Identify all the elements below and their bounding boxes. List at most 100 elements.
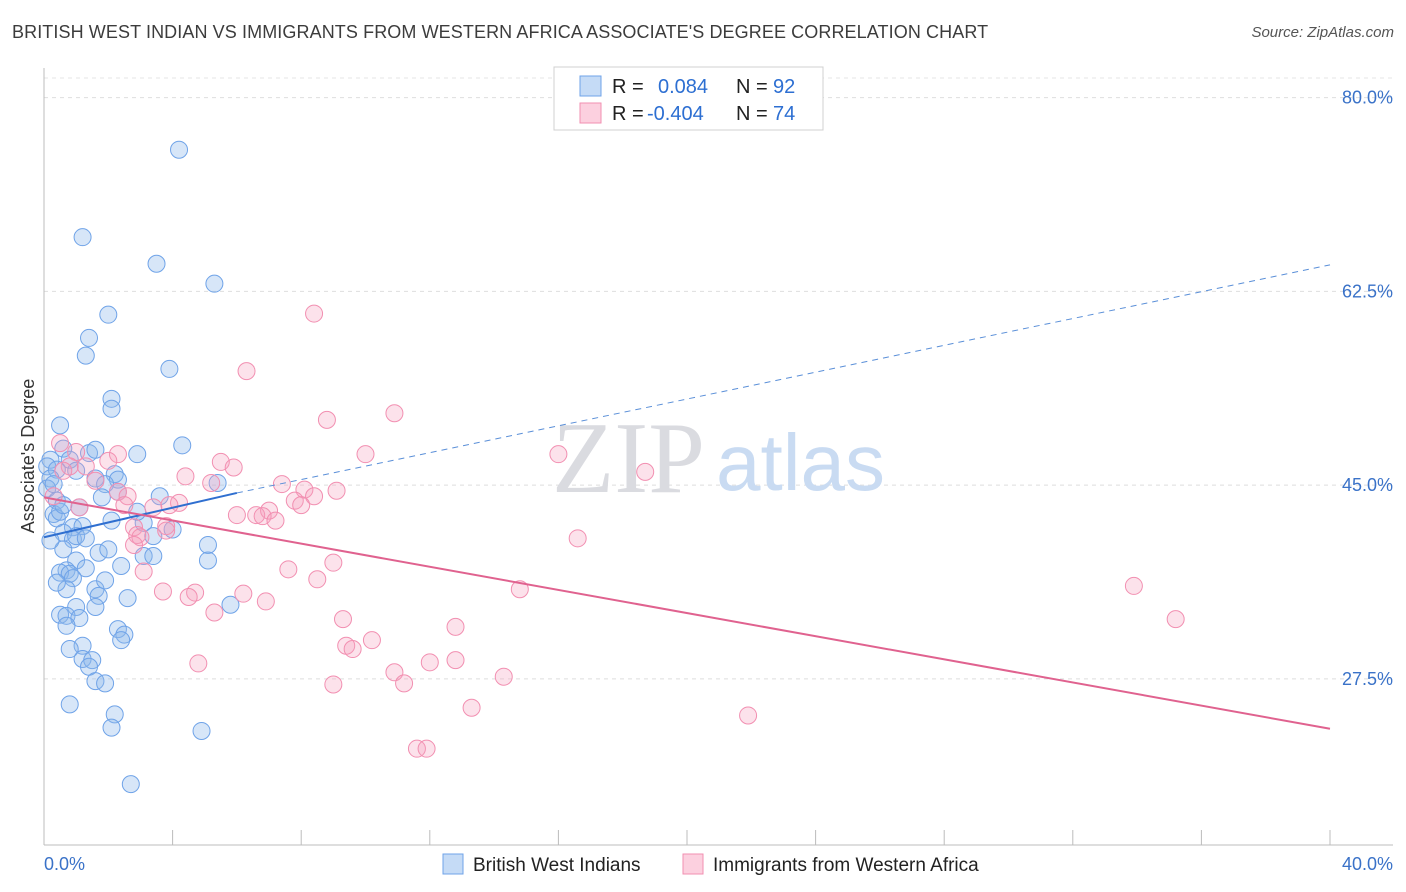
y-tick-label: 80.0% [1342, 88, 1393, 108]
data-point-pink [446, 651, 465, 670]
data-point-blue [144, 547, 163, 566]
data-point-blue [86, 440, 105, 459]
data-point-pink [76, 457, 95, 476]
data-point-pink [176, 467, 195, 486]
data-point-pink [134, 562, 153, 581]
data-point-pink [157, 517, 176, 536]
data-point-blue [57, 580, 76, 599]
series-immigrants-western-africa [44, 304, 1185, 758]
data-point-pink [224, 458, 243, 477]
watermark: ZIP atlas [552, 402, 885, 515]
source-label: Source: ZipAtlas.com [1251, 24, 1394, 41]
correlation-legend: R = 0.084 N = 92 R = -0.404 N = 74 [553, 66, 824, 131]
data-point-pink [356, 445, 375, 464]
data-point-pink [234, 584, 253, 603]
data-point-pink [407, 739, 426, 758]
series-legend-swatch-pink [682, 853, 704, 875]
data-point-blue [105, 705, 124, 724]
data-point-blue [208, 473, 227, 492]
data-point-blue [160, 359, 179, 378]
data-point-pink [157, 521, 176, 540]
legend-r-value-pink: -0.404 [647, 103, 704, 125]
data-point-pink [568, 529, 587, 548]
data-point-pink [1124, 576, 1143, 595]
data-point-pink [70, 498, 89, 517]
x-tick-label: 0.0% [44, 854, 85, 874]
data-point-pink [739, 706, 758, 725]
y-tick-label: 27.5% [1342, 669, 1393, 689]
data-point-blue [86, 597, 105, 616]
data-point-pink [247, 506, 266, 525]
chart-title: BRITISH WEST INDIAN VS IMMIGRANTS FROM W… [12, 22, 989, 42]
data-point-pink [279, 560, 298, 579]
legend-swatch-blue [579, 75, 602, 97]
series-legend-label-pink: Immigrants from Western Africa [713, 855, 979, 876]
data-point-blue [115, 625, 134, 644]
data-point-pink [86, 471, 105, 490]
legend-r-label-pink: R = [612, 103, 644, 125]
data-point-blue [51, 605, 70, 624]
data-point-blue [198, 535, 217, 554]
data-point-blue [205, 274, 224, 293]
data-point-pink [549, 445, 568, 464]
data-point-blue [76, 346, 95, 365]
legend-n-label-pink: N = [736, 103, 768, 125]
data-point-blue [221, 595, 240, 614]
data-point-pink [317, 410, 336, 429]
data-point-pink [305, 304, 324, 323]
data-point-blue [89, 543, 108, 562]
data-point-pink [420, 653, 439, 672]
data-point-pink [362, 631, 381, 650]
data-point-pink [44, 487, 63, 506]
data-point-blue [102, 389, 121, 408]
data-point-pink [237, 362, 256, 381]
data-point-blue [112, 557, 131, 575]
data-point-blue [96, 571, 115, 590]
data-point-blue [57, 616, 76, 635]
data-point-blue [102, 718, 121, 737]
series-legend-swatch-blue [442, 853, 464, 875]
data-point-pink [51, 434, 70, 453]
data-point-blue [102, 399, 121, 418]
data-point-pink [446, 617, 465, 636]
data-point-pink [189, 654, 208, 673]
y-tick-label: 62.5% [1342, 281, 1393, 301]
data-point-blue [47, 573, 66, 592]
data-point-pink [256, 592, 275, 611]
legend-r-label-blue: R = [612, 76, 644, 98]
watermark-atlas: atlas [716, 418, 885, 507]
data-point-pink [54, 461, 73, 480]
data-point-pink [308, 570, 327, 589]
data-point-blue [147, 254, 166, 273]
data-point-blue [76, 559, 95, 578]
data-point-pink [179, 588, 198, 606]
data-point-pink [343, 640, 362, 659]
y-axis-title: Associate's Degree [18, 379, 38, 534]
data-point-blue [192, 721, 211, 740]
data-point-blue [118, 589, 137, 608]
data-point-pink [395, 674, 414, 693]
watermark-zip: ZIP [552, 402, 705, 515]
axes [43, 68, 1393, 846]
legend-r-value-blue: 0.084 [658, 76, 708, 98]
series-british-west-indians [38, 140, 240, 794]
data-point-pink [202, 473, 221, 492]
data-point-blue [60, 695, 79, 714]
data-point-blue [80, 328, 99, 347]
data-point-blue [92, 488, 111, 507]
data-point-blue [54, 540, 73, 559]
trend-lines [43, 264, 1331, 730]
data-point-blue [173, 436, 192, 455]
data-point-blue [76, 529, 95, 548]
data-point-pink [227, 506, 246, 525]
data-point-pink [108, 445, 127, 464]
series-legend: British West Indians Immigrants from Wes… [442, 853, 979, 876]
data-point-pink [324, 553, 343, 572]
data-point-blue [51, 416, 70, 435]
y-tick-label: 45.0% [1342, 475, 1393, 495]
legend-n-value-blue: 92 [773, 76, 795, 98]
data-point-pink [324, 675, 343, 694]
series-legend-label-blue: British West Indians [473, 855, 641, 876]
data-point-pink [636, 462, 655, 481]
